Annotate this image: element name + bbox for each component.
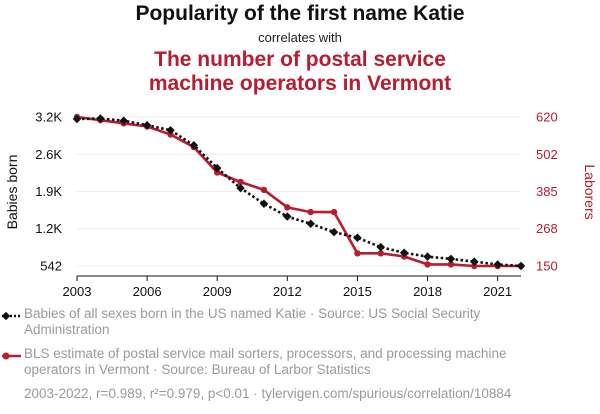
babies-point	[142, 120, 152, 130]
babies-point	[446, 254, 456, 264]
laborers-point	[377, 250, 384, 257]
babies-point	[470, 257, 479, 266]
babies-point	[423, 252, 432, 261]
x-tick-label: 2003	[63, 284, 92, 299]
babies-point	[493, 260, 502, 269]
babies-point	[376, 242, 386, 252]
left-axis: 3.2K 2.6K 1.9K 1.2K 542	[35, 110, 62, 274]
series-babies	[72, 114, 526, 271]
legend-text-laborers: BLS estimate of postal service mail sort…	[24, 346, 507, 377]
right-tick-label: 502	[536, 147, 558, 162]
right-axis-label: Laborers	[582, 164, 598, 219]
x-tick-label: 2009	[203, 284, 232, 299]
right-tick-label: 150	[536, 259, 558, 274]
babies-point	[329, 227, 339, 237]
left-tick-label: 2.6K	[35, 147, 62, 162]
chart-title-secondary-line2: machine operators in Vermont	[148, 72, 452, 95]
babies-point	[516, 261, 526, 271]
laborers-point	[237, 178, 244, 186]
babies-point	[306, 219, 315, 229]
x-tick-label: 2006	[133, 284, 162, 299]
left-tick-label: 3.2K	[35, 110, 62, 125]
right-axis: 620 502 385 268 150	[536, 110, 558, 274]
babies-point	[212, 163, 222, 173]
chart-footer: 2003-2022, r=0.989, r²=0.979, p<0.01 · t…	[24, 386, 512, 401]
laborers-point	[214, 169, 221, 176]
laborers-point	[471, 262, 478, 270]
babies-point	[119, 116, 128, 125]
babies-point	[166, 125, 175, 135]
laborers-point	[354, 250, 361, 257]
babies-point	[259, 199, 269, 208]
series-babies-line	[76, 117, 522, 268]
x-tick-label: 2018	[413, 284, 442, 299]
left-tick-label: 542	[40, 259, 62, 274]
babies-point	[236, 183, 245, 193]
x-tick-label: 2021	[483, 284, 512, 299]
legend-marker-laborers	[2, 352, 21, 360]
legend-text-babies: Babies of all sexes born in the US named…	[24, 306, 481, 337]
laborers-point	[307, 208, 314, 216]
chart-title-secondary: The number of postal service machine ope…	[0, 48, 600, 96]
babies-point	[353, 233, 362, 242]
chart-subtitle: correlates with	[258, 30, 342, 45]
left-tick-label: 1.2K	[35, 221, 62, 236]
series-laborers-line	[76, 115, 521, 268]
right-tick-label: 385	[536, 184, 558, 199]
left-axis-label: Babies born	[4, 155, 20, 230]
chart-title: Popularity of the first name Katie	[135, 2, 465, 25]
babies-point	[189, 140, 199, 150]
x-tick-label: 2015	[343, 284, 372, 299]
left-tick-label: 1.9K	[35, 184, 62, 199]
x-tick-label: 2012	[273, 284, 302, 299]
babies-point	[72, 114, 82, 124]
laborers-point	[330, 208, 338, 216]
right-tick-label: 268	[536, 221, 558, 236]
x-axis: 2003 2006 2009 2012 2015 2018 2021	[63, 275, 521, 299]
babies-point	[399, 248, 409, 257]
grid-lines	[77, 116, 521, 267]
right-tick-label: 620	[536, 110, 558, 125]
laborers-point	[424, 261, 431, 268]
laborers-point	[260, 186, 268, 194]
babies-point	[283, 212, 292, 221]
laborers-point	[447, 261, 455, 268]
babies-point	[96, 114, 105, 123]
legend-marker-babies	[1, 311, 21, 321]
laborers-point	[284, 204, 291, 211]
chart-title-secondary-line1: The number of postal service	[154, 48, 446, 71]
